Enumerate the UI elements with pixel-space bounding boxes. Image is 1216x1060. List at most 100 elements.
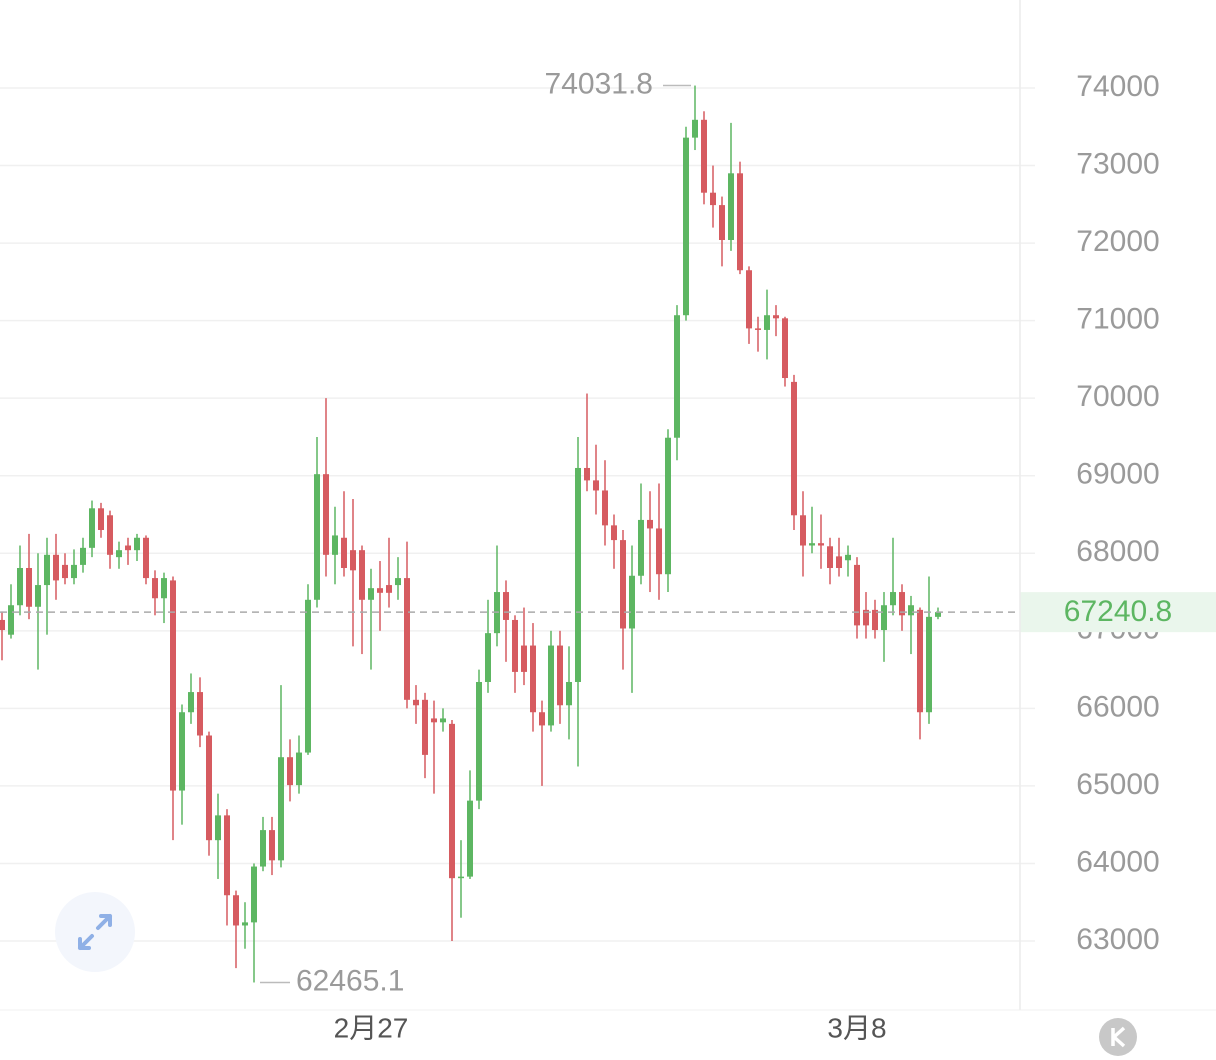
candle-body	[386, 585, 392, 593]
candle-body	[413, 699, 419, 706]
candle-body	[125, 545, 131, 551]
candle-body	[746, 270, 752, 329]
candle-body	[377, 588, 383, 593]
candle-body	[332, 535, 338, 555]
candle-body	[881, 605, 887, 631]
candle-body	[701, 119, 707, 193]
candle-body	[872, 609, 878, 631]
candle-body	[17, 568, 23, 606]
candle-body	[926, 616, 932, 713]
candle-body	[584, 467, 590, 481]
candle-body	[827, 546, 833, 569]
candle-body	[710, 192, 716, 206]
candle-body	[269, 830, 275, 861]
candle-body	[107, 515, 113, 555]
candle-body	[431, 718, 437, 723]
candle-body	[809, 543, 815, 546]
last-price-box	[1020, 592, 1216, 633]
candle-body	[404, 578, 410, 700]
candle-body	[8, 605, 14, 635]
kline-button[interactable]	[1099, 1018, 1137, 1056]
candle-body	[341, 537, 347, 569]
candle-body	[656, 528, 662, 575]
candle-body	[359, 550, 365, 600]
candle-body	[323, 474, 329, 555]
y-tick-label: 74000	[1076, 70, 1159, 103]
x-tick-label: 2月27	[334, 1012, 409, 1043]
kline-button-bg[interactable]	[1099, 1018, 1137, 1056]
candle-body	[251, 866, 257, 923]
candle-body	[206, 735, 212, 841]
candle-body	[611, 525, 617, 541]
candle-body	[350, 550, 356, 571]
candle-body	[602, 490, 608, 526]
candle-body	[260, 830, 266, 867]
candle-body	[530, 645, 536, 713]
candle-body	[863, 609, 869, 626]
y-tick-label: 65000	[1076, 768, 1159, 801]
candle-body	[98, 508, 104, 531]
candle-body	[44, 554, 50, 586]
candle-body	[305, 599, 311, 753]
candle-body	[521, 645, 527, 672]
expand-button-bg[interactable]	[55, 892, 135, 972]
candle-body	[161, 578, 167, 599]
plot-layer: 6300064000650006600067000680006900070000…	[0, 67, 1216, 1043]
candle-body	[458, 876, 464, 879]
candle-body	[53, 554, 59, 581]
candle-body	[89, 508, 95, 548]
candle-body	[647, 519, 653, 529]
candle-body	[278, 757, 284, 861]
candle-body	[242, 922, 248, 926]
candle-body	[683, 137, 689, 316]
candle-body	[170, 580, 176, 791]
candle-body	[422, 699, 428, 755]
candle-body	[467, 800, 473, 877]
kline-icon[interactable]	[1111, 1026, 1126, 1048]
candle-body	[566, 681, 572, 706]
expand-button[interactable]	[55, 892, 135, 972]
candle-body	[224, 815, 230, 896]
candle-body	[818, 543, 824, 546]
y-tick-label: 69000	[1076, 458, 1159, 491]
candle-body	[890, 592, 896, 606]
x-tick-label: 3月8	[827, 1012, 886, 1043]
candle-body	[791, 381, 797, 516]
candle-body	[215, 815, 221, 841]
candle-body	[197, 692, 203, 736]
candle-body	[188, 692, 194, 713]
candle-body	[143, 537, 149, 579]
candle-body	[728, 173, 734, 240]
candle-body	[557, 645, 563, 706]
candle-body	[629, 575, 635, 629]
candle-body	[773, 315, 779, 319]
candle-body	[899, 592, 905, 616]
candle-body	[35, 585, 41, 607]
candle-body	[485, 633, 491, 682]
candle-body	[62, 564, 68, 579]
candle-body	[503, 592, 509, 620]
candle-body	[395, 578, 401, 586]
candle-body	[548, 645, 554, 726]
candle-body	[575, 467, 581, 682]
candle-body	[287, 757, 293, 786]
candle-body	[917, 609, 923, 713]
candle-body	[719, 205, 725, 240]
candle-body	[80, 547, 86, 565]
candle-body	[674, 315, 680, 438]
min-label: 62465.1	[296, 964, 404, 997]
candle-body	[692, 119, 698, 138]
expand-icon[interactable]	[78, 914, 112, 950]
candle-body	[755, 328, 761, 330]
candle-body	[0, 619, 5, 631]
candle-body	[620, 540, 626, 629]
candle-body	[800, 515, 806, 546]
y-tick-label: 73000	[1076, 147, 1159, 180]
y-tick-label: 68000	[1076, 535, 1159, 568]
candle-body	[512, 619, 518, 672]
candle-body	[638, 519, 644, 576]
candle-body	[737, 173, 743, 271]
candle-body	[314, 474, 320, 600]
candle-body	[476, 681, 482, 801]
